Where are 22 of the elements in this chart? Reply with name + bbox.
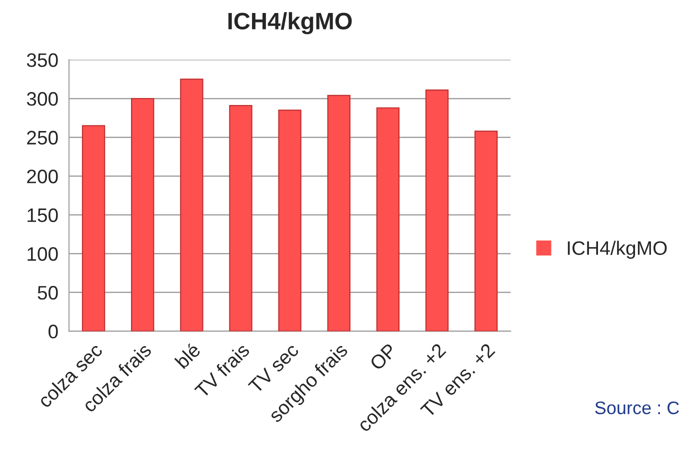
y-tick-label: 300 bbox=[26, 92, 58, 106]
x-tick-label: blé bbox=[174, 342, 202, 370]
y-tick-label: 50 bbox=[38, 286, 58, 300]
bar bbox=[229, 104, 252, 332]
x-tick-label: OP bbox=[369, 342, 398, 371]
bar bbox=[82, 125, 106, 332]
bar bbox=[376, 107, 400, 332]
y-tick-label: 350 bbox=[26, 53, 58, 68]
bar bbox=[425, 89, 449, 332]
bar bbox=[327, 94, 350, 332]
bar bbox=[474, 130, 498, 332]
y-tick-label: 200 bbox=[27, 170, 58, 184]
chart-title: ICH4/kgMO bbox=[228, 12, 352, 34]
y-tick-label: 0 bbox=[48, 324, 58, 338]
legend-label: ICH4/kgMO bbox=[568, 240, 667, 259]
y-tick-label: 100 bbox=[28, 247, 58, 261]
bar bbox=[278, 110, 302, 332]
y-tick-label: 250 bbox=[27, 130, 58, 145]
bar bbox=[180, 78, 204, 332]
source-note: Source : C bbox=[595, 401, 679, 414]
bar bbox=[131, 98, 154, 332]
y-tick-label: 150 bbox=[28, 208, 58, 222]
